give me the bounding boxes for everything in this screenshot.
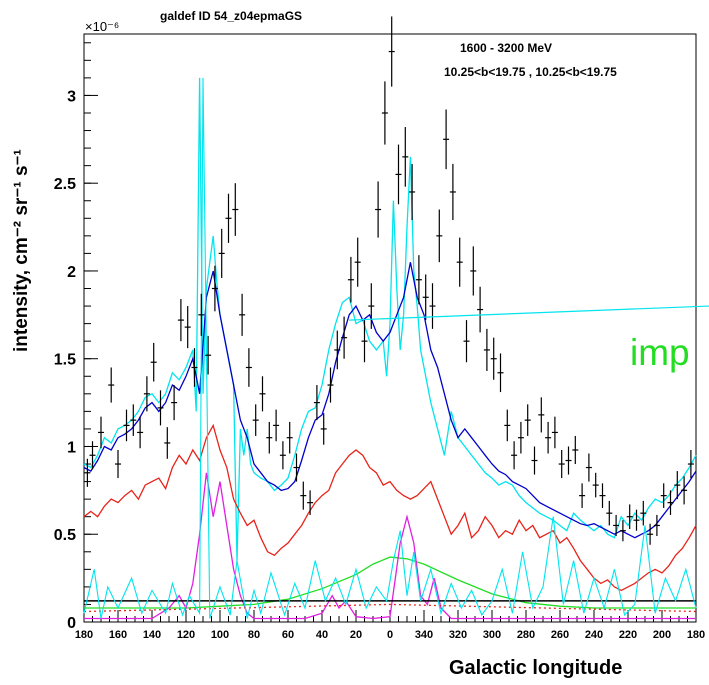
series-line-red-3 — [83, 423, 697, 592]
y-exponent-label: ×10⁻⁶ — [85, 19, 119, 34]
series-line-cyan-8 — [83, 77, 697, 619]
series-layer — [83, 16, 709, 620]
y-tick-label: 2.5 — [54, 176, 76, 193]
energy-range-annotation: 1600 - 3200 MeV — [460, 41, 552, 55]
series-line-magenta-5 — [84, 472, 696, 620]
overlay-text: imp — [630, 332, 690, 373]
latitude-range-annotation: 10.25<b<19.75 , 10.25<b<19.75 — [444, 65, 617, 79]
x-tick-label: 200 — [653, 629, 671, 641]
x-tick-label: 160 — [109, 629, 127, 641]
y-tick-label: 1.5 — [54, 352, 76, 369]
overlay-line — [349, 305, 709, 321]
x-tick-label: 40 — [316, 629, 328, 641]
x-tick-label: 0 — [387, 629, 393, 641]
x-tick-label: 80 — [248, 629, 260, 641]
y-axis-title: intensity, cm⁻² sr⁻¹ s⁻¹ — [11, 149, 32, 352]
x-tick-label: 260 — [551, 629, 569, 641]
x-tick-label: 20 — [350, 629, 362, 641]
x-tick-label: 320 — [449, 629, 467, 641]
axes: 180 160 140 120 100 80 60 40 20 0 340 320 300 280 260 2… — [54, 42, 705, 641]
x-tick-label: 240 — [585, 629, 603, 641]
x-tick-label: 180 — [687, 629, 705, 641]
y-tick-label: 2 — [67, 264, 76, 281]
series-line-red-7 — [83, 603, 697, 613]
x-tick-label: 140 — [143, 629, 161, 641]
x-tick-label: 340 — [415, 629, 433, 641]
y-tick-label: 0.5 — [54, 527, 76, 544]
x-tick-label: 100 — [211, 629, 229, 641]
y-tick-label: 1 — [67, 439, 76, 456]
x-tick-label: 120 — [177, 629, 195, 641]
series-line-cyan-1 — [83, 77, 697, 561]
x-axis-title: Galactic longitude — [449, 657, 622, 679]
x-tick-label: 220 — [619, 629, 637, 641]
x-tick-label: 180 — [75, 629, 93, 641]
x-tick-label: 60 — [282, 629, 294, 641]
x-tick-label: 280 — [517, 629, 535, 641]
y-tick-label: 3 — [67, 88, 76, 105]
chart-title: galdef ID 54_z04epmaGS — [160, 9, 302, 23]
y-tick-label: 0 — [67, 615, 76, 632]
series-line-blue-2 — [83, 262, 697, 539]
x-tick-label: 300 — [483, 629, 501, 641]
